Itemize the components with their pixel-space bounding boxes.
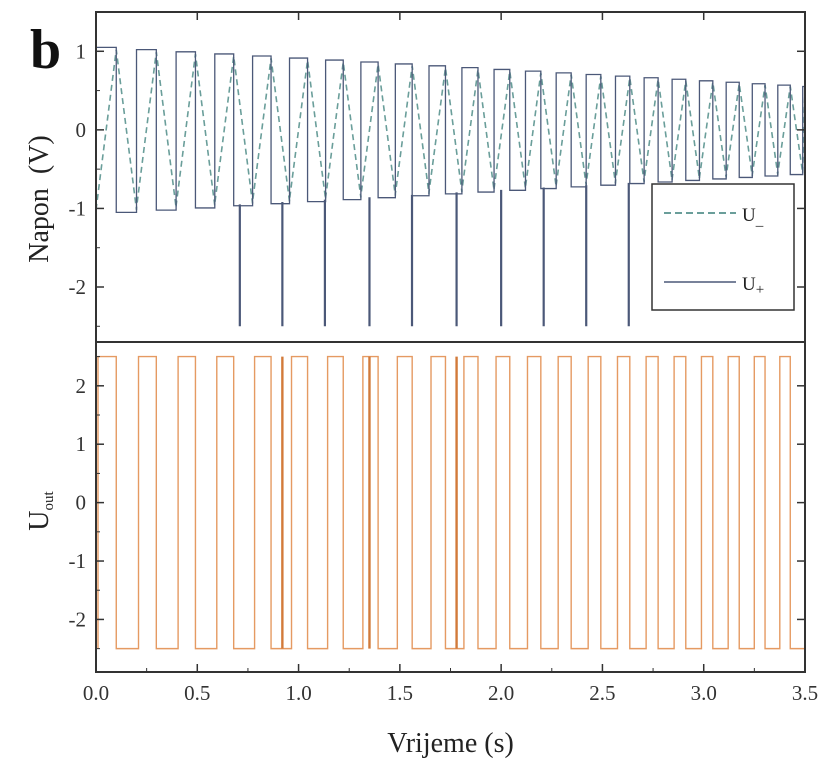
legend-u-plus-sub: +: [756, 282, 764, 298]
bottom-y-axis-label-main: U: [24, 510, 55, 530]
xtick-label: 0.5: [184, 681, 210, 705]
bottom-ytick-label: -2: [69, 607, 87, 631]
bottom-ytick-label: -1: [69, 549, 87, 573]
top-ytick-label: -1: [69, 196, 87, 220]
xtick-label: 1.0: [285, 681, 311, 705]
u-plus-line: [95, 46, 806, 214]
top-ytick-label: 0: [76, 118, 87, 142]
bottom-plot-frame: [95, 341, 806, 673]
xtick-label: 2.5: [589, 681, 615, 705]
top-panel: 10-1-2 Napon(V) U_ U+: [24, 11, 806, 343]
panel-label: b: [30, 19, 61, 81]
top-y-axis-label-main: Napon: [24, 188, 55, 263]
x-axis-label: Vrijeme (s): [387, 728, 514, 759]
legend-u-minus-sub: _: [755, 213, 764, 229]
top-y-axis-label: Napon (V): [24, 135, 55, 263]
legend-u-minus-main: U: [742, 205, 756, 226]
legend-label-u-plus: U+: [742, 274, 764, 298]
bottom-y-axis-label: Uout: [24, 490, 57, 530]
xtick-label: 3.0: [691, 681, 717, 705]
legend: U_ U+: [651, 183, 795, 311]
x-ticks: 0.0 0.5 1.0 1.5 2.0 2.5 3.0 3.5: [83, 12, 818, 705]
top-ytick-label: -2: [69, 275, 87, 299]
u-plus-series: [95, 46, 806, 327]
u-out-line: [97, 355, 806, 650]
xtick-label: 2.0: [488, 681, 514, 705]
bottom-ytick-label: 1: [76, 432, 87, 456]
bottom-ytick-label: 0: [76, 491, 87, 515]
xtick-label: 0.0: [83, 681, 109, 705]
xtick-label: 1.5: [387, 681, 413, 705]
top-y-axis-label-unit: (V): [24, 135, 55, 174]
legend-label-u-minus: U_: [742, 205, 764, 229]
bottom-y-ticks: 2 1 0 -1 -2: [69, 356, 805, 650]
bottom-y-axis-label-sub: out: [41, 490, 57, 510]
bottom-ytick-label: 2: [76, 374, 87, 398]
top-y-ticks: 1 0 -1 -2: [69, 11, 805, 327]
bottom-panel: 2 1 0 -1 -2 0.0 0.5 1.0 1.5 2.0 2.5 3.0 3.5 Uout Vr…: [24, 12, 818, 759]
top-ytick-label: 1: [76, 39, 87, 63]
xtick-label: 3.5: [792, 681, 818, 705]
u-out-series: [97, 355, 806, 650]
legend-box: [651, 183, 795, 311]
legend-u-plus-main: U: [742, 274, 756, 295]
